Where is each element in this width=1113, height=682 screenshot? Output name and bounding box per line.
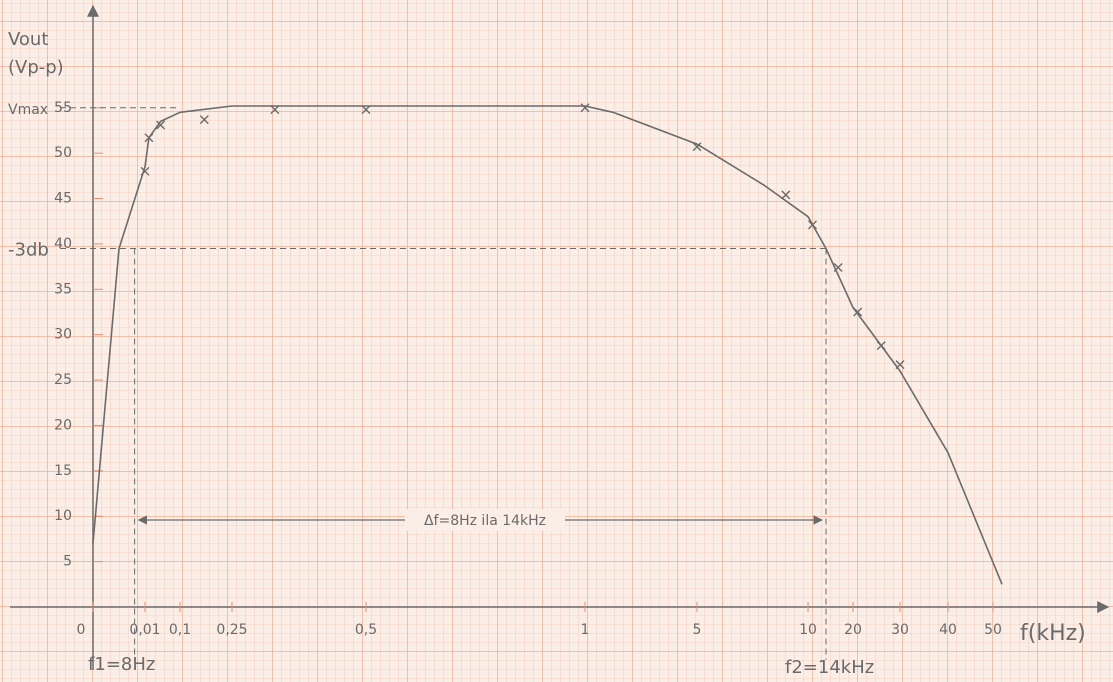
f2-label: f2=14kHz: [785, 657, 874, 678]
data-point: [580, 103, 590, 113]
x-tick-label: 1: [581, 622, 590, 638]
y-label: (Vp-p): [8, 57, 64, 78]
x-tick-label: 20: [844, 622, 862, 638]
y-tick-label: 20: [54, 417, 72, 433]
data-point: [270, 105, 280, 115]
y-tick-label: 30: [54, 327, 72, 343]
data-point: [199, 115, 209, 125]
data-point: [156, 120, 166, 130]
x-tick-label: 0,5: [355, 622, 377, 638]
y-label: Vout: [8, 29, 48, 50]
x-tick-label: 40: [939, 622, 957, 638]
x-tick-label: 5: [693, 622, 702, 638]
vmax-label: Vmax: [8, 102, 48, 118]
data-point: [361, 105, 371, 115]
response-curve: [92, 105, 1003, 585]
y-tick-label: 40: [54, 236, 72, 252]
y-tick-label: 5: [63, 554, 72, 570]
y-tick-label: 35: [54, 281, 72, 297]
x-tick-label: 0,25: [216, 622, 247, 638]
x-tick-label: 50: [984, 622, 1002, 638]
y-tick-label: 50: [54, 145, 72, 161]
f1-label: f1=8Hz: [88, 654, 155, 675]
label-bg: [405, 509, 565, 531]
x-tick-label: 10: [799, 622, 817, 638]
bandwidth-label: Δf=8Hz ila 14kHz: [424, 513, 546, 529]
x-tick-label: 30: [891, 622, 909, 638]
x-tick-label: 0,01: [129, 622, 160, 638]
x-tick-label: 0: [77, 622, 86, 638]
y-tick-label: 45: [54, 191, 72, 207]
y-tick-label: 15: [54, 463, 72, 479]
cutoff-label: -3db: [8, 239, 49, 260]
x-tick-label: 0,1: [169, 622, 191, 638]
data-point: [692, 142, 702, 152]
data-point: [781, 190, 791, 200]
y-tick-label: 10: [54, 508, 72, 524]
x-label: f(kHz): [1020, 621, 1086, 646]
y-tick-label: 25: [54, 372, 72, 388]
